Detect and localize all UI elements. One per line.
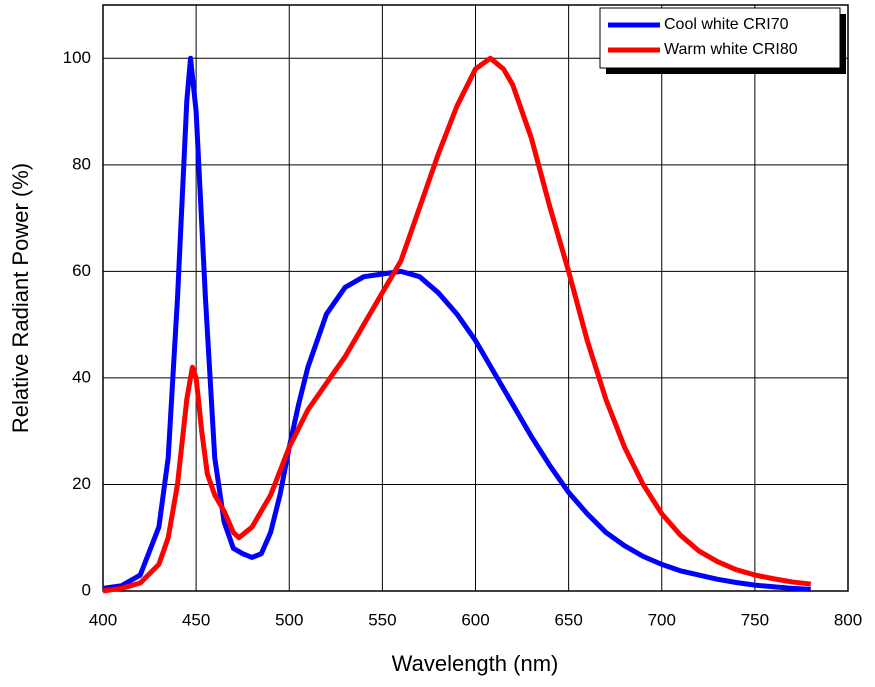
y-axis-label: Relative Radiant Power (%) [8,163,33,433]
y-tick-label: 80 [72,154,91,173]
x-tick-label: 700 [648,610,676,629]
x-tick-label: 800 [834,610,862,629]
legend-label: Cool white CRI70 [664,16,789,33]
line [102,55,812,594]
x-tick-label: 550 [368,610,396,629]
x-axis-label: Wavelength (nm) [392,651,559,676]
legend-label: Warm white CRI80 [664,41,798,58]
y-tick-label: 100 [63,48,91,67]
x-tick-label: 650 [554,610,582,629]
y-tick-label: 20 [72,474,91,493]
y-tick-label: 60 [72,261,91,280]
x-tick-label: 750 [741,610,769,629]
y-tick-label: 40 [72,367,91,386]
x-tick-label: 500 [275,610,303,629]
legend [599,7,841,69]
x-tick-label: 600 [461,610,489,629]
line [102,55,811,592]
y-tick-label: 0 [82,580,91,599]
x-tick-label: 400 [89,610,117,629]
plot-frame [102,4,849,592]
x-tick-label: 450 [182,610,210,629]
